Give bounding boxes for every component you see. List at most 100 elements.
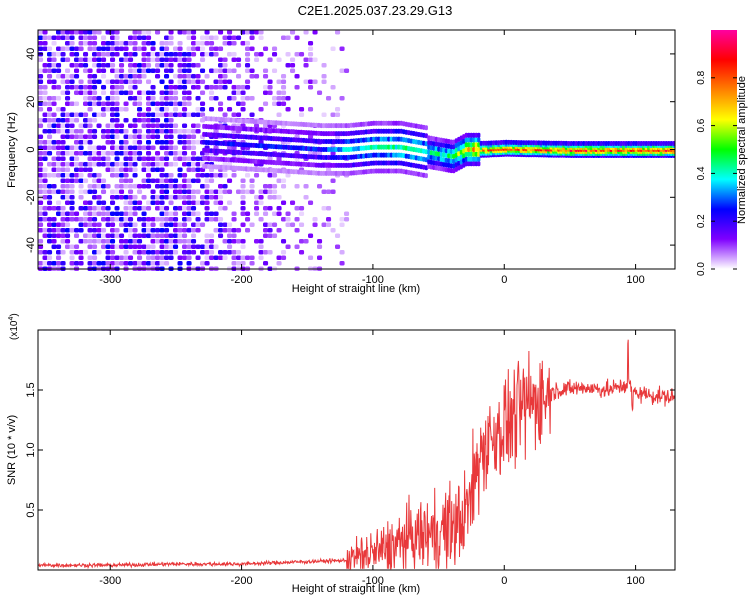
spectrogram-ridge-cell bbox=[389, 120, 393, 126]
snr-x-tick-label: 100 bbox=[626, 575, 644, 587]
spectrogram-ridge-cell bbox=[262, 135, 266, 141]
spectrogram-ridge-cell bbox=[362, 153, 366, 159]
spectrogram-cell bbox=[38, 96, 44, 101]
spectrogram-ridge-cell bbox=[389, 136, 393, 142]
spectrogram-cell bbox=[258, 250, 264, 255]
spectrogram-ridge-cell bbox=[414, 139, 418, 145]
spectrogram-cell bbox=[231, 261, 237, 266]
spectrogram-cell bbox=[155, 261, 161, 266]
spectrogram-cell bbox=[83, 178, 89, 183]
spectrogram-cell bbox=[276, 112, 282, 117]
spectrogram-ridge-cell bbox=[442, 166, 446, 172]
spectrogram-cell bbox=[137, 101, 143, 106]
spectrogram-ridge-cell bbox=[507, 139, 511, 145]
spectrogram-ridge-cell bbox=[219, 132, 223, 138]
spectrogram-cell bbox=[137, 140, 143, 145]
spectrogram-cell bbox=[159, 145, 165, 150]
spectrogram-cell bbox=[159, 107, 165, 112]
spectrogram-cell bbox=[105, 206, 111, 211]
spectrogram-ridge-cell bbox=[484, 140, 488, 146]
spectrogram-cell bbox=[141, 250, 147, 255]
spectrogram-ridge-cell bbox=[327, 155, 331, 160]
spectrogram-cell bbox=[303, 195, 309, 200]
spectrogram-cell bbox=[92, 79, 98, 84]
spectrogram-ridge-cell bbox=[249, 158, 253, 164]
spectrogram-cell bbox=[42, 129, 48, 134]
spectrogram-cell bbox=[308, 200, 314, 205]
spectrogram-cell bbox=[78, 57, 84, 62]
spectrogram-cell bbox=[74, 46, 80, 51]
spectrogram-cell bbox=[56, 255, 62, 260]
spectrogram-ridge-cell bbox=[339, 139, 343, 144]
spectrogram-cell bbox=[155, 134, 161, 139]
spectrogram-ridge-cell bbox=[302, 130, 306, 135]
spectrogram-ridge-cell bbox=[202, 155, 206, 161]
spectrogram-cell bbox=[141, 41, 147, 46]
spectrogram-cell bbox=[339, 68, 345, 73]
spectrogram-cell bbox=[141, 68, 147, 73]
spectrogram-ridge-cell bbox=[597, 141, 601, 146]
spectrogram-ridge-cell bbox=[219, 164, 223, 170]
spectrogram-cell bbox=[96, 96, 102, 101]
spectrogram-cell bbox=[236, 57, 242, 62]
spectrogram-ridge-cell bbox=[302, 145, 306, 151]
spectrogram-cell bbox=[155, 200, 161, 205]
spectrogram-cell bbox=[38, 250, 44, 255]
spectrogram-ridge-cell bbox=[402, 129, 406, 135]
spectrogram-cell bbox=[69, 134, 75, 139]
spectrogram-cell bbox=[191, 228, 197, 233]
spectrogram-cell bbox=[186, 261, 192, 266]
spectrogram-ridge-cell bbox=[437, 156, 441, 162]
spectrogram-ridge-cell bbox=[232, 165, 236, 171]
spectrogram-cell bbox=[218, 107, 224, 112]
spectrogram-ridge-cell bbox=[237, 149, 241, 155]
spectrogram-cell bbox=[159, 96, 165, 101]
spectrogram-cell bbox=[137, 184, 143, 189]
spectrogram-ridge-cell bbox=[424, 125, 428, 131]
spectrogram-ridge-cell bbox=[287, 145, 291, 150]
spectrogram-ridge-cell bbox=[342, 155, 346, 160]
spectrogram-ridge-cell bbox=[309, 130, 313, 136]
spectrogram-ridge-cell bbox=[307, 130, 311, 136]
spectrogram-cell bbox=[51, 140, 57, 145]
spectrogram-cell bbox=[87, 261, 93, 266]
spectrogram-ridge-cell bbox=[252, 158, 256, 164]
spectrogram-cell bbox=[272, 46, 278, 51]
spectrogram-cell bbox=[96, 211, 102, 216]
spectrogram-ridge-cell bbox=[387, 152, 391, 158]
spectrogram-cell bbox=[249, 178, 255, 183]
spectrogram-ridge-cell bbox=[374, 160, 378, 166]
spectrogram-cell bbox=[155, 255, 161, 260]
spectrogram-cell bbox=[51, 118, 57, 123]
spectrogram-cell bbox=[132, 145, 138, 150]
spectrogram-cell bbox=[101, 162, 107, 167]
spectrogram-ridge-cell bbox=[439, 142, 443, 148]
spectrogram-ridge-cell bbox=[357, 138, 361, 144]
spectrogram-cell bbox=[101, 233, 107, 238]
spectrogram-ridge-cell bbox=[457, 160, 461, 166]
spectrogram-cell bbox=[159, 211, 165, 216]
spectrogram-cell bbox=[168, 129, 174, 134]
spectrogram-cell bbox=[168, 233, 174, 238]
spectrogram-cell bbox=[195, 156, 201, 161]
spectrogram-cell bbox=[42, 178, 48, 183]
spectrogram-ridge-cell bbox=[434, 151, 438, 157]
spectrogram-cell bbox=[254, 57, 260, 62]
spectrogram-cell bbox=[146, 101, 152, 106]
spectrogram-cell bbox=[249, 30, 255, 35]
spectrogram-ridge-cell bbox=[259, 159, 263, 165]
spectrogram-cell bbox=[294, 35, 300, 40]
spectrogram-cell bbox=[60, 134, 66, 139]
spectrogram-cell bbox=[92, 57, 98, 62]
spectrogram-ridge-cell bbox=[399, 152, 403, 158]
spectrogram-ridge-cell bbox=[327, 123, 331, 129]
spectrogram-ridge-cell bbox=[247, 150, 251, 156]
spectrogram-cell bbox=[177, 255, 183, 260]
spectrogram-cell bbox=[308, 57, 314, 62]
spectrogram-cell bbox=[110, 162, 116, 167]
spectrogram-cell bbox=[38, 206, 44, 211]
spectrogram-ridge-cell bbox=[202, 147, 206, 153]
spectrogram-cell bbox=[150, 255, 156, 260]
spectrogram-cell bbox=[155, 63, 161, 68]
spectrogram-ridge-cell bbox=[224, 117, 228, 123]
